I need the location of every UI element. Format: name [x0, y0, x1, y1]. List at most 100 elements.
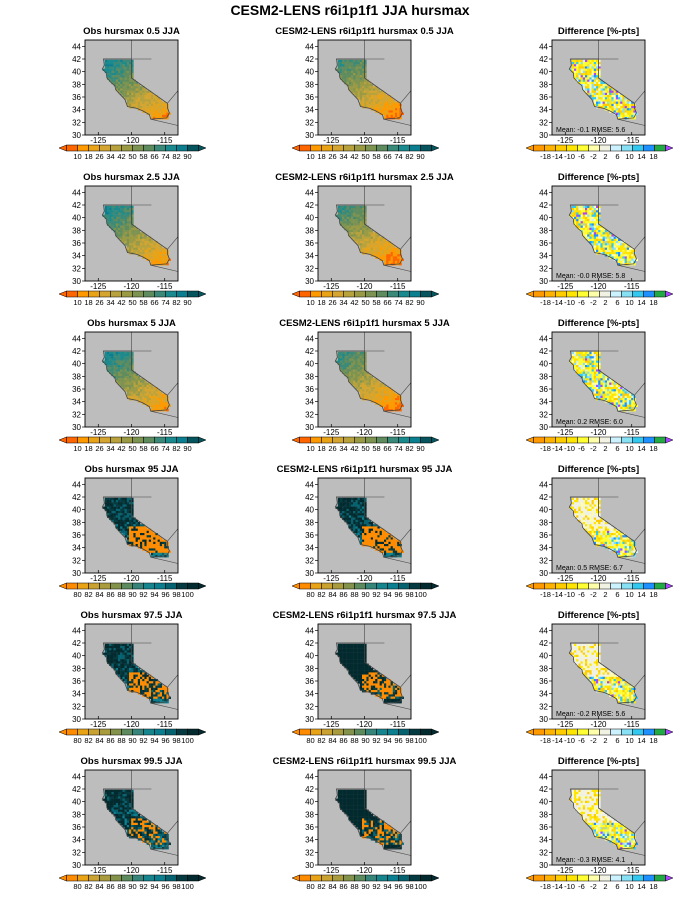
colorbar-segment: [88, 582, 100, 590]
colorbar-segment: [88, 436, 100, 444]
lon-label: -120: [590, 720, 607, 729]
colorbar-tick-label: 74: [394, 444, 402, 453]
colorbar-tick-label: 10: [73, 444, 81, 453]
lat-label: 34: [72, 690, 81, 699]
lat-label: 32: [539, 848, 548, 857]
colorbar-tick-label: 14: [637, 736, 645, 745]
colorbar-arrow-high: [198, 728, 207, 736]
colorbar-segment: [398, 582, 410, 590]
colorbar-segment: [299, 728, 311, 736]
colorbar-segment: [599, 582, 611, 590]
lat-label: 32: [72, 848, 81, 857]
colorbar-tick-label: 58: [139, 152, 147, 161]
state-border: [150, 118, 179, 126]
colorbar-segment: [121, 874, 133, 882]
colorbar-segment: [387, 582, 399, 590]
colorbar-tick-label: 18: [649, 444, 657, 453]
colorbar-tick-label: -14: [552, 882, 563, 891]
state-border: [634, 382, 646, 396]
colorbar-segment: [132, 582, 144, 590]
colorbar-segment: [310, 582, 322, 590]
lat-label: 30: [305, 423, 314, 432]
state-border: [383, 264, 412, 272]
lat-label: 38: [72, 810, 81, 819]
colorbar-segment: [566, 582, 578, 590]
colorbar-segment: [588, 436, 600, 444]
colorbar-tick-label: 42: [117, 444, 125, 453]
colorbar-segment: [343, 582, 355, 590]
colorbar-segment: [544, 728, 556, 736]
data-field: [335, 351, 404, 412]
colorbar-tick-label: 10: [306, 298, 314, 307]
colorbar-segment: [77, 436, 89, 444]
lon-label: -125: [557, 720, 574, 729]
lat-label: 38: [539, 80, 548, 89]
colorbar-tick-label: -18: [540, 444, 551, 453]
lat-label: 42: [72, 639, 81, 648]
lat-label: 42: [539, 493, 548, 502]
colorbar-tick-label: -10: [564, 590, 575, 599]
state-border: [167, 236, 179, 250]
state-border: [167, 674, 179, 688]
lat-label: 36: [72, 93, 81, 102]
lat-label: 30: [72, 861, 81, 870]
colorbar-segment: [409, 582, 421, 590]
colorbar-tick-label: 26: [95, 444, 103, 453]
state-border: [400, 820, 412, 834]
colorbar-segment: [577, 728, 589, 736]
colorbar-segment: [176, 582, 188, 590]
lat-label: 34: [305, 106, 314, 115]
lat-label: 32: [539, 264, 548, 273]
lat-label: 36: [72, 677, 81, 686]
colorbar-segment: [132, 290, 144, 298]
lat-label: 38: [539, 810, 548, 819]
lon-label: -125: [90, 574, 107, 583]
colorbar-segment: [165, 144, 177, 152]
colorbar-arrow-low: [291, 728, 300, 736]
colorbar-segment: [354, 582, 366, 590]
colorbar-segment: [110, 582, 122, 590]
colorbar-tick-label: 50: [361, 152, 369, 161]
lon-label: -125: [323, 866, 340, 875]
panel-title: Difference [%-pts]: [558, 610, 639, 621]
lat-label: 44: [539, 772, 548, 781]
colorbar-segment: [409, 436, 421, 444]
colorbar-segment: [187, 874, 199, 882]
panel-model-2: CESM2-LENS r6i1p1f1 hursmax 2.5 JJA 30 32 3…: [275, 172, 454, 307]
colorbar-segment: [610, 144, 622, 152]
lon-label: -125: [323, 282, 340, 291]
colorbar-arrow-low: [291, 290, 300, 298]
colorbar-tick-label: 92: [372, 736, 380, 745]
lat-label: 36: [72, 823, 81, 832]
lat-label: 30: [539, 277, 548, 286]
colorbar-arrow-high: [198, 436, 207, 444]
colorbar-segment: [299, 436, 311, 444]
colorbar-segment: [599, 874, 611, 882]
colorbar-tick-label: -18: [540, 590, 551, 599]
state-border: [383, 702, 412, 710]
colorbar-tick-label: 26: [95, 152, 103, 161]
data-field: [335, 789, 404, 850]
data-field: [335, 59, 404, 120]
colorbar-tick-label: 96: [161, 882, 169, 891]
lat-label: 42: [539, 639, 548, 648]
colorbar-tick-label: 100: [414, 736, 427, 745]
colorbar-arrow-low: [58, 290, 67, 298]
lat-label: 32: [72, 556, 81, 565]
colorbar-tick-label: 18: [649, 590, 657, 599]
colorbar-segment: [420, 290, 432, 298]
colorbar-tick-label: 14: [637, 444, 645, 453]
lat-label: 42: [305, 347, 314, 356]
colorbar-tick-label: 34: [339, 444, 347, 453]
colorbar-tick-label: 98: [405, 590, 413, 599]
state-border: [334, 496, 403, 558]
state-border: [150, 264, 179, 272]
lat-label: 40: [305, 214, 314, 223]
lat-label: 36: [539, 239, 548, 248]
lat-label: 30: [539, 423, 548, 432]
panel-title: CESM2-LENS r6i1p1f1 hursmax 2.5 JJA: [275, 172, 454, 183]
lon-label: -115: [157, 866, 173, 875]
colorbar-segment: [588, 290, 600, 298]
lon-label: -120: [590, 866, 607, 875]
